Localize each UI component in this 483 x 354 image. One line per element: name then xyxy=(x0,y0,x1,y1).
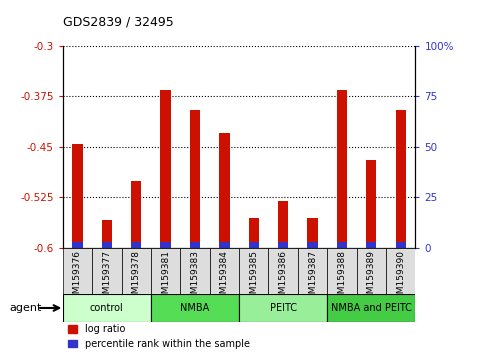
Text: GSM159390: GSM159390 xyxy=(396,250,405,305)
FancyBboxPatch shape xyxy=(239,295,327,321)
Bar xyxy=(278,201,288,248)
Text: control: control xyxy=(90,303,124,313)
FancyBboxPatch shape xyxy=(356,248,386,294)
Text: NMBA and PEITC: NMBA and PEITC xyxy=(331,303,412,313)
Legend: log ratio, percentile rank within the sample: log ratio, percentile rank within the sa… xyxy=(68,324,250,349)
Bar xyxy=(219,242,229,248)
FancyBboxPatch shape xyxy=(151,295,239,321)
Text: GSM159385: GSM159385 xyxy=(249,250,258,305)
Bar xyxy=(396,110,406,248)
Text: agent: agent xyxy=(10,303,42,313)
Bar xyxy=(102,219,112,248)
FancyBboxPatch shape xyxy=(122,248,151,294)
Bar xyxy=(278,242,288,248)
Bar xyxy=(337,242,347,248)
FancyBboxPatch shape xyxy=(92,248,122,294)
Text: GSM159389: GSM159389 xyxy=(367,250,376,305)
Bar xyxy=(219,133,229,248)
Bar xyxy=(190,110,200,248)
Text: GDS2839 / 32495: GDS2839 / 32495 xyxy=(63,15,173,28)
FancyBboxPatch shape xyxy=(239,248,269,294)
FancyBboxPatch shape xyxy=(327,248,356,294)
Bar xyxy=(366,242,376,248)
FancyBboxPatch shape xyxy=(63,248,92,294)
FancyBboxPatch shape xyxy=(151,248,180,294)
FancyBboxPatch shape xyxy=(269,248,298,294)
FancyBboxPatch shape xyxy=(63,295,151,321)
Bar xyxy=(366,160,376,248)
Bar xyxy=(102,242,112,248)
Text: GSM159386: GSM159386 xyxy=(279,250,288,305)
Bar xyxy=(307,218,318,248)
Bar xyxy=(249,218,259,248)
Text: NMBA: NMBA xyxy=(180,303,210,313)
FancyBboxPatch shape xyxy=(386,248,415,294)
Bar xyxy=(131,242,142,248)
Text: GSM159376: GSM159376 xyxy=(73,250,82,305)
Bar xyxy=(160,242,171,248)
Bar xyxy=(190,242,200,248)
FancyBboxPatch shape xyxy=(327,295,415,321)
Text: GSM159378: GSM159378 xyxy=(132,250,141,305)
Bar xyxy=(72,144,83,248)
FancyBboxPatch shape xyxy=(180,248,210,294)
Bar xyxy=(396,242,406,248)
Bar xyxy=(72,242,83,248)
Bar xyxy=(131,181,142,248)
Text: GSM159388: GSM159388 xyxy=(338,250,346,305)
Bar xyxy=(307,242,318,248)
Text: GSM159377: GSM159377 xyxy=(102,250,112,305)
FancyBboxPatch shape xyxy=(210,248,239,294)
Text: GSM159381: GSM159381 xyxy=(161,250,170,305)
Bar xyxy=(160,90,171,248)
Bar xyxy=(249,242,259,248)
FancyBboxPatch shape xyxy=(298,248,327,294)
Text: GSM159383: GSM159383 xyxy=(190,250,199,305)
Text: PEITC: PEITC xyxy=(270,303,297,313)
Bar xyxy=(337,90,347,248)
Text: GSM159384: GSM159384 xyxy=(220,250,229,305)
Text: GSM159387: GSM159387 xyxy=(308,250,317,305)
